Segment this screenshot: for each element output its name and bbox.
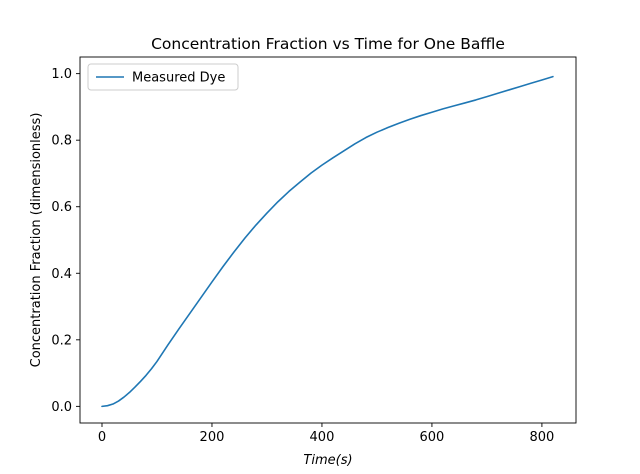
y-tick-label: 0.6 [51, 200, 72, 215]
x-tick-label: 800 [529, 430, 554, 445]
x-axis-label: Time(s) [303, 453, 352, 468]
x-tick-label: 400 [310, 430, 335, 445]
series-line-0 [101, 75, 554, 408]
y-tick-label: 1.0 [51, 67, 72, 82]
x-tick-label: 600 [420, 430, 445, 445]
chart-title: Concentration Fraction vs Time for One B… [151, 35, 505, 53]
legend-label: Measured Dye [132, 71, 225, 86]
x-tick-label: 0 [98, 430, 106, 445]
y-tick-label: 0.8 [51, 134, 72, 149]
y-tick-label: 0.0 [51, 400, 72, 415]
y-tick-label: 0.2 [51, 333, 72, 348]
x-tick-label: 200 [200, 430, 225, 445]
axes-frame [79, 56, 577, 424]
legend: Measured Dye [87, 63, 239, 91]
y-tick-label: 0.4 [51, 267, 72, 282]
plot-area: 0 200 400 600 800 0.0 0.2 0.4 0.6 0.8 1.0 [51, 56, 577, 445]
legend-box [87, 63, 239, 91]
y-axis-label: Concentration Fraction (dimensionless) [29, 113, 44, 368]
